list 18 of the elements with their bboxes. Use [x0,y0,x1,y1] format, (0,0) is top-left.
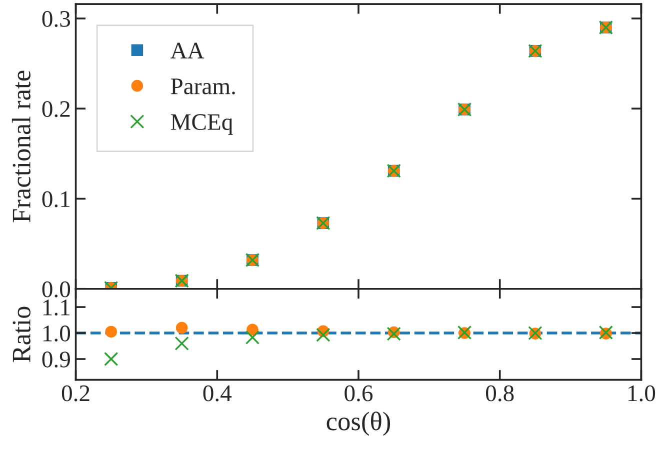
legend-label: AA [170,42,204,58]
x-axis-title: cos(θ) [326,412,390,436]
y-tick-label: 1.1 [43,300,70,316]
x-tick-label: 0.4 [203,385,232,402]
y-tick-label: 0.3 [42,10,70,27]
y-tick-label: 0.9 [42,352,70,368]
x-tick-label: 0.8 [486,385,514,402]
y-tick-label: 1.0 [43,326,70,342]
y-tick-label: 0.0 [42,281,70,298]
legend-label: Param. [170,78,235,94]
x-tick-label: 0.2 [62,385,90,402]
x-tick-label: 1.0 [628,385,656,402]
y-axis-title: Ratio [12,306,30,362]
y-axis-title: Fractional rate [12,70,30,222]
y-tick-label: 0.2 [42,101,70,118]
legend-label: MCEq [170,114,233,135]
x-tick-label: 0.6 [344,385,373,402]
y-tick-label: 0.1 [42,191,70,208]
